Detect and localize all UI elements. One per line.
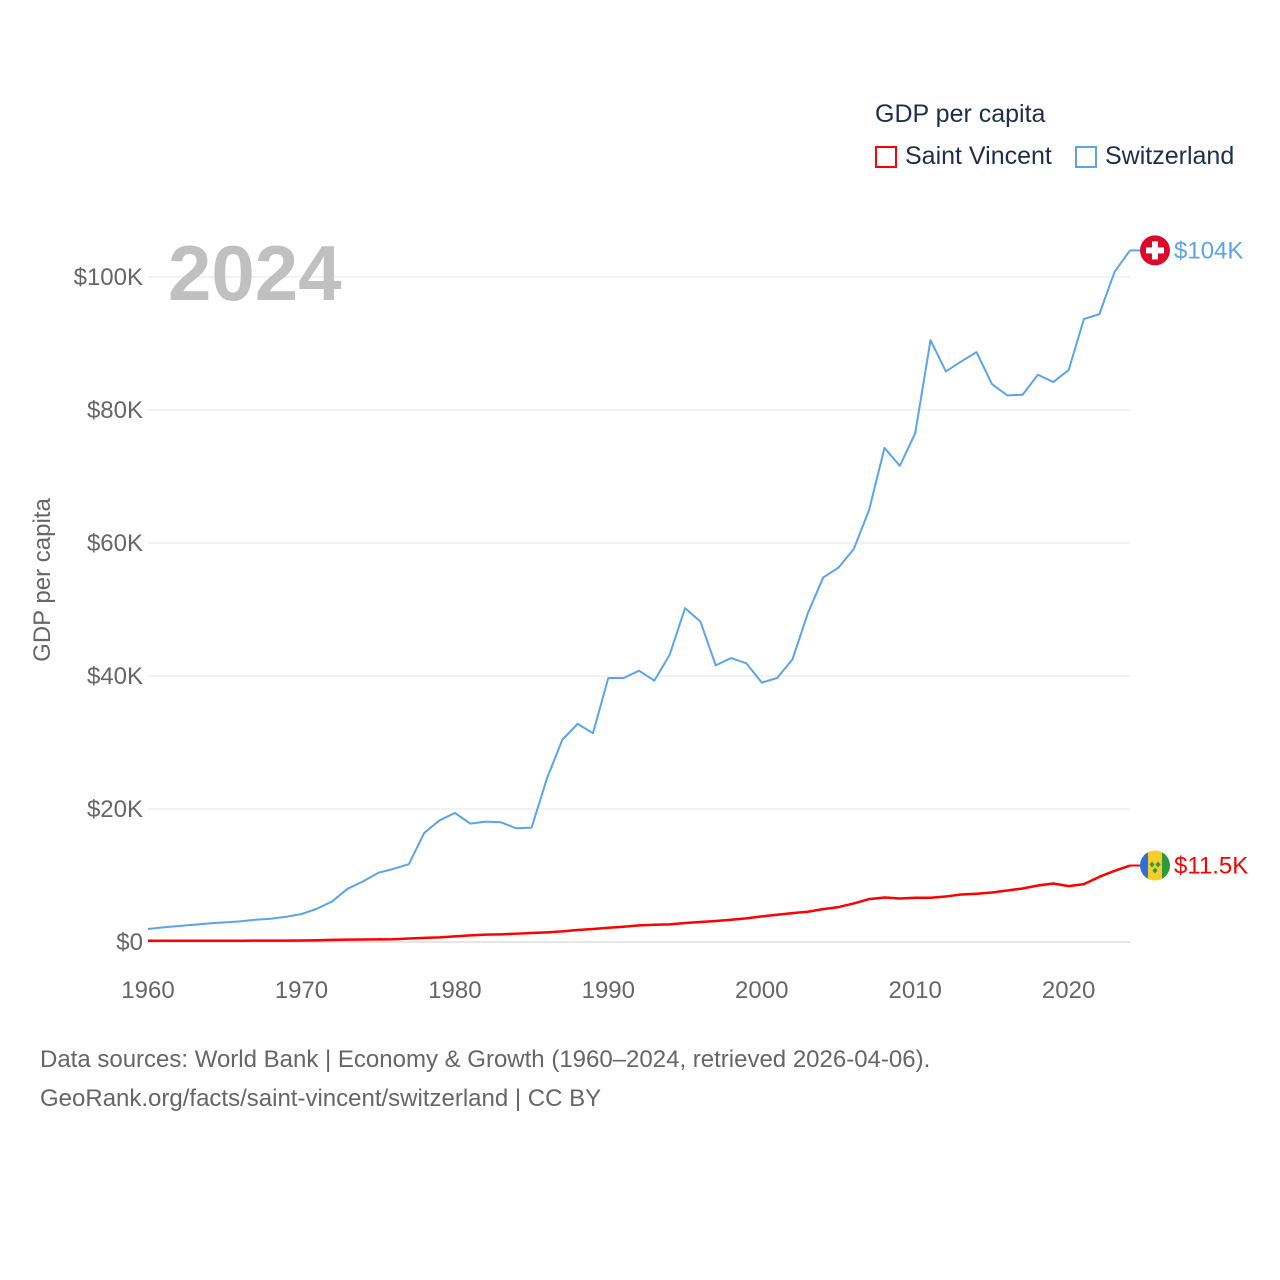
y-tick-label: $100K [74, 264, 143, 291]
footer-sources: Data sources: World Bank | Economy & Gro… [40, 1046, 931, 1073]
y-tick-label: $80K [87, 397, 143, 424]
series-lines [147, 249, 1140, 943]
footer-url[interactable]: GeoRank.org/facts/saint-vincent/switzerl… [40, 1085, 602, 1112]
legend-label: Saint Vincent [905, 142, 1052, 170]
series-line-switzerland [147, 249, 1131, 931]
legend-swatch [875, 145, 897, 168]
legend-item-switzerland[interactable]: Switzerland [1075, 142, 1234, 171]
flag-diamond [1149, 861, 1155, 868]
x-tick-label: 2000 [735, 977, 788, 1004]
flag-diamond [1155, 861, 1161, 868]
saint-vincent-flag-icon [1140, 850, 1170, 881]
flag-green [1162, 850, 1170, 881]
legend-label: Switzerland [1105, 142, 1235, 170]
x-tick-label: 1990 [582, 977, 635, 1004]
x-tick-label: 2020 [1042, 977, 1095, 1004]
x-tick-label: 1970 [275, 977, 328, 1004]
x-tick-label: 2010 [888, 977, 941, 1004]
legend-title: GDP per capita [875, 100, 1046, 128]
flag-cross [1146, 247, 1164, 254]
y-tick-label: $20K [87, 796, 143, 823]
legend-swatch [1075, 145, 1097, 168]
gridlines [148, 276, 1130, 943]
year-label: 2024 [168, 229, 342, 317]
y-tick-label: $0 [116, 929, 143, 956]
y-axis-label: GDP per capita [29, 498, 56, 662]
flag-blue [1140, 850, 1148, 881]
flag-diamond [1152, 867, 1158, 874]
series-end-labels: $104K $11.5K [1140, 235, 1248, 881]
end-value-label: $104K [1174, 237, 1243, 264]
x-tick-label: 1960 [121, 977, 174, 1004]
x-tick-label: 1980 [428, 977, 481, 1004]
switzerland-flag-icon [1140, 235, 1170, 266]
series-line-saint-vincent [148, 864, 1131, 943]
y-tick-label: $60K [87, 530, 143, 557]
flag-stripes [1140, 850, 1170, 881]
flag-yellow [1148, 850, 1163, 881]
y-tick-label: $40K [87, 663, 143, 690]
x-axis-ticks: 1960 1970 1980 1990 2000 2010 2020 [121, 977, 1095, 1004]
y-axis-ticks: $0 $20K $40K $60K $80K $100K [74, 264, 143, 956]
end-value-label: $11.5K [1174, 853, 1248, 880]
legend-item-saint-vincent[interactable]: Saint Vincent [875, 142, 1052, 171]
